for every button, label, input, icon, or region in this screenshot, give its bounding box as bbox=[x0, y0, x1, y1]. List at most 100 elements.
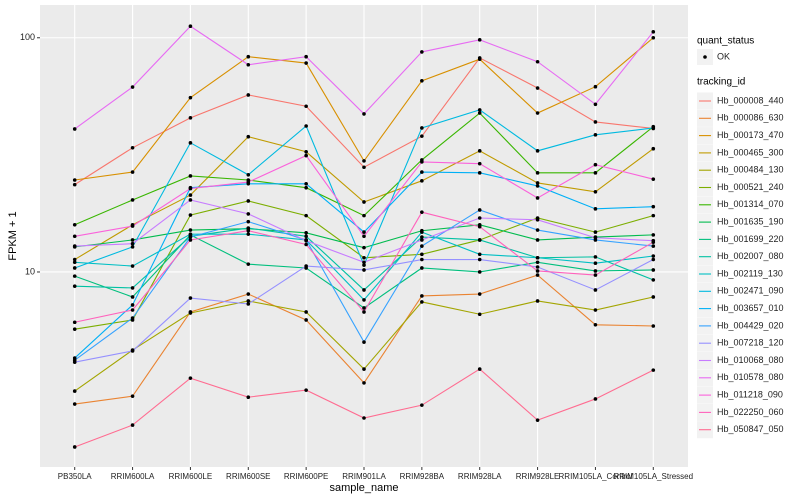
data-point bbox=[477, 270, 482, 274]
data-point bbox=[246, 219, 251, 224]
legend-label: Hb_002471_090 bbox=[717, 286, 784, 296]
data-point bbox=[188, 311, 193, 315]
data-point bbox=[188, 228, 193, 232]
data-point bbox=[188, 193, 193, 197]
data-point bbox=[651, 278, 656, 282]
data-point bbox=[593, 230, 598, 234]
data-point bbox=[593, 133, 598, 137]
data-point bbox=[362, 112, 366, 116]
data-point bbox=[130, 224, 135, 228]
data-point bbox=[246, 180, 251, 184]
data-point bbox=[72, 284, 77, 288]
data-point bbox=[130, 238, 135, 242]
data-point bbox=[535, 181, 540, 185]
data-point bbox=[420, 257, 424, 262]
data-point bbox=[246, 54, 251, 59]
data-point bbox=[593, 207, 598, 211]
data-point bbox=[651, 324, 656, 328]
data-point bbox=[362, 245, 366, 250]
data-point bbox=[304, 61, 308, 65]
legend-label: Hb_050847_050 bbox=[717, 424, 784, 434]
data-point bbox=[362, 213, 366, 218]
data-point bbox=[535, 111, 540, 115]
data-point bbox=[535, 260, 540, 265]
data-point bbox=[477, 216, 482, 220]
data-point bbox=[593, 162, 598, 167]
legend-label: OK bbox=[717, 51, 730, 61]
data-point bbox=[593, 308, 598, 312]
data-point bbox=[362, 306, 366, 310]
data-point bbox=[130, 303, 135, 307]
data-point bbox=[304, 264, 308, 268]
x-tick-label: RRIM600LE bbox=[169, 472, 213, 481]
x-tick-label: RRIM928BA bbox=[400, 472, 445, 481]
data-point bbox=[535, 149, 540, 153]
data-point bbox=[188, 174, 193, 178]
data-point bbox=[362, 263, 366, 267]
data-point bbox=[593, 322, 598, 327]
data-point bbox=[304, 185, 308, 190]
data-point bbox=[304, 238, 308, 243]
data-point bbox=[535, 418, 540, 422]
data-point bbox=[304, 213, 308, 218]
data-point bbox=[130, 145, 135, 150]
data-point bbox=[593, 269, 598, 273]
data-point bbox=[72, 178, 77, 182]
data-point bbox=[362, 260, 366, 265]
data-point bbox=[246, 232, 251, 236]
data-point bbox=[188, 24, 193, 29]
data-point bbox=[651, 368, 656, 372]
legend-label: Hb_000484_130 bbox=[717, 165, 784, 175]
data-point bbox=[535, 184, 540, 188]
data-point bbox=[420, 235, 424, 239]
data-point bbox=[593, 255, 598, 259]
data-point bbox=[362, 200, 366, 204]
data-point bbox=[593, 397, 598, 401]
data-point bbox=[246, 226, 251, 230]
data-point bbox=[130, 245, 135, 249]
data-point bbox=[535, 196, 540, 200]
data-point bbox=[477, 238, 482, 242]
x-tick-label: RRIM928LE bbox=[516, 472, 560, 481]
x-tick-label: RRIM105LA_Control bbox=[559, 472, 633, 481]
legend-label: Hb_003657_010 bbox=[717, 303, 784, 313]
data-point bbox=[535, 273, 540, 277]
data-point bbox=[188, 213, 193, 217]
data-point bbox=[535, 171, 540, 175]
data-point bbox=[535, 86, 540, 90]
data-point bbox=[188, 376, 193, 380]
data-point bbox=[593, 120, 598, 124]
data-point bbox=[420, 50, 424, 54]
data-point bbox=[72, 257, 77, 262]
data-point bbox=[130, 316, 135, 320]
data-point bbox=[593, 235, 598, 240]
data-point bbox=[304, 104, 308, 109]
data-point bbox=[72, 360, 77, 364]
data-point bbox=[593, 288, 598, 292]
data-point bbox=[535, 299, 540, 303]
data-point bbox=[304, 388, 308, 392]
data-point bbox=[535, 218, 540, 222]
data-point bbox=[304, 149, 308, 154]
data-point bbox=[651, 126, 656, 130]
data-point bbox=[246, 93, 251, 97]
data-point bbox=[362, 310, 366, 314]
data-point bbox=[593, 171, 598, 175]
data-point bbox=[362, 230, 366, 234]
data-point bbox=[246, 199, 251, 203]
data-point bbox=[188, 238, 193, 242]
data-point bbox=[362, 234, 366, 239]
data-point bbox=[651, 177, 656, 181]
x-tick-label: RRIM600SE bbox=[226, 472, 270, 481]
data-point bbox=[72, 223, 77, 227]
data-point bbox=[651, 204, 656, 209]
data-point bbox=[130, 349, 135, 353]
data-point bbox=[130, 85, 135, 89]
data-point bbox=[651, 213, 656, 218]
data-point bbox=[304, 318, 308, 322]
data-point bbox=[651, 35, 656, 40]
data-point bbox=[651, 268, 656, 272]
data-point bbox=[651, 254, 656, 258]
legend-label: Hb_001635_190 bbox=[717, 216, 784, 226]
